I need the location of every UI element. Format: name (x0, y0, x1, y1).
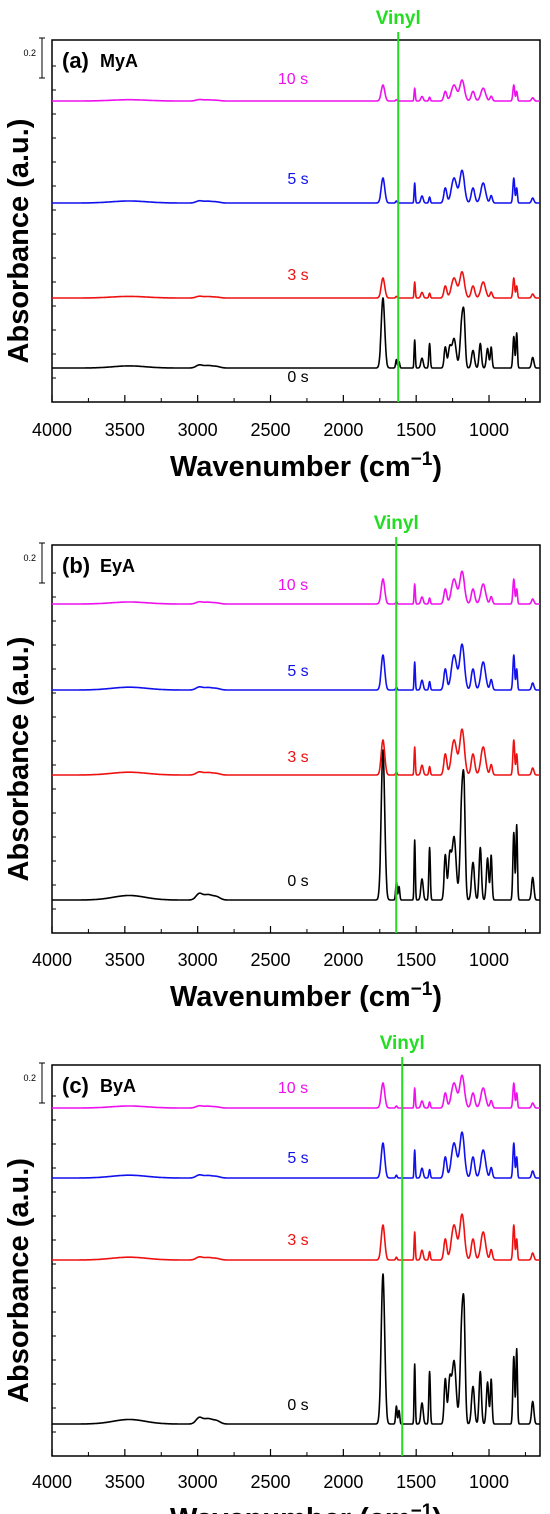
series-line-0s (51, 297, 541, 369)
x-axis-label-superscript: −1 (411, 1501, 433, 1514)
x-tick-label: 3500 (105, 950, 145, 970)
x-tick-label: 2500 (250, 420, 290, 440)
x-tick-label: 1500 (396, 1472, 436, 1492)
x-axis-label-text: Wavenumber (cm (170, 451, 411, 483)
x-tick-label: 2500 (250, 950, 290, 970)
chart-panel-b: 0.2 4000 3500 3000 2500 2000 1500 1000 Wavenumbe… (3, 513, 541, 1013)
x-tick-label: 1000 (469, 1472, 509, 1492)
series-label: 10 s (278, 1080, 308, 1097)
series-line-3s (51, 1213, 541, 1261)
series-label: 10 s (278, 71, 308, 88)
series-line-10s (51, 570, 541, 605)
x-tick-label: 2000 (323, 420, 363, 440)
series-line-10s (51, 79, 541, 102)
x-tick-label: 1000 (469, 950, 509, 970)
x-tick-label: 4000 (32, 420, 72, 440)
panel-label: (c) (62, 1073, 89, 1098)
series-label: 3 s (287, 267, 308, 284)
x-axis-label-superscript: −1 (411, 979, 433, 1000)
vinyl-marker-label: Vinyl (380, 1033, 425, 1054)
y-axis-label: Absorbance (a.u.) (3, 1158, 35, 1403)
plot-frame (51, 544, 541, 934)
x-tick-label: 2000 (323, 950, 363, 970)
vinyl-marker-label: Vinyl (376, 8, 421, 29)
series-label: 0 s (287, 873, 308, 890)
sample-label: EyA (100, 556, 135, 576)
x-tick-label: 1000 (469, 420, 509, 440)
series-label: 10 s (278, 577, 308, 594)
x-tick-label: 4000 (32, 950, 72, 970)
series-label: 0 s (287, 1397, 308, 1414)
series-label: 5 s (287, 1150, 308, 1167)
x-tick-label: 3000 (178, 1472, 218, 1492)
y-axis-label: Absorbance (a.u.) (3, 119, 35, 364)
sample-label: ByA (100, 1076, 136, 1096)
x-tick-label: 2500 (250, 1472, 290, 1492)
chart-panel-a: 0.2 4000 3500 3000 2500 2000 1500 1000 Wavenumbe… (3, 8, 541, 483)
series-line-5s (51, 169, 541, 204)
series-line-10s (51, 1074, 541, 1109)
x-axis-label: Wavenumber (cm−1) (170, 1501, 442, 1514)
x-tick-label: 1500 (396, 420, 436, 440)
panel-label: (b) (62, 553, 90, 578)
series-label: 3 s (287, 749, 308, 766)
x-axis-label-text: Wavenumber (cm (170, 981, 411, 1013)
series-label: 5 s (287, 663, 308, 680)
series-label: 5 s (287, 171, 308, 188)
panel-label: (a) (62, 48, 89, 73)
x-axis-label: Wavenumber (cm−1) (170, 449, 442, 483)
x-tick-label: 1500 (396, 950, 436, 970)
series-line-5s (51, 643, 541, 691)
series-label: 3 s (287, 1232, 308, 1249)
scale-bar-label: 0.2 (23, 553, 36, 563)
scale-bar-label: 0.2 (23, 48, 36, 58)
y-axis-label: Absorbance (a.u.) (3, 637, 35, 882)
series-line-0s (51, 749, 541, 901)
series-line-3s (51, 271, 541, 299)
x-tick-label: 3500 (105, 1472, 145, 1492)
sample-label: MyA (100, 51, 138, 71)
x-tick-label: 3000 (178, 950, 218, 970)
series-line-5s (51, 1131, 541, 1179)
scale-bar-label: 0.2 (23, 1073, 36, 1083)
x-axis-label-superscript: −1 (411, 449, 433, 470)
vinyl-marker-label: Vinyl (374, 513, 419, 534)
series-label: 0 s (287, 369, 308, 386)
chart-panel-c: 0.2 4000 3500 3000 2500 2000 1500 1000 Wavenumbe… (3, 1033, 541, 1514)
series-line-0s (51, 1273, 541, 1425)
x-axis-label-close: ) (432, 981, 442, 1013)
x-tick-label: 4000 (32, 1472, 72, 1492)
x-tick-label: 2000 (323, 1472, 363, 1492)
x-axis-label-close: ) (432, 1503, 442, 1514)
x-axis-label: Wavenumber (cm−1) (170, 979, 442, 1013)
x-axis-label-text: Wavenumber (cm (170, 1503, 411, 1514)
x-axis-label-close: ) (432, 451, 442, 483)
plot-frame (51, 39, 541, 403)
x-tick-label: 3000 (178, 420, 218, 440)
x-tick-label: 3500 (105, 420, 145, 440)
series-line-3s (51, 728, 541, 776)
